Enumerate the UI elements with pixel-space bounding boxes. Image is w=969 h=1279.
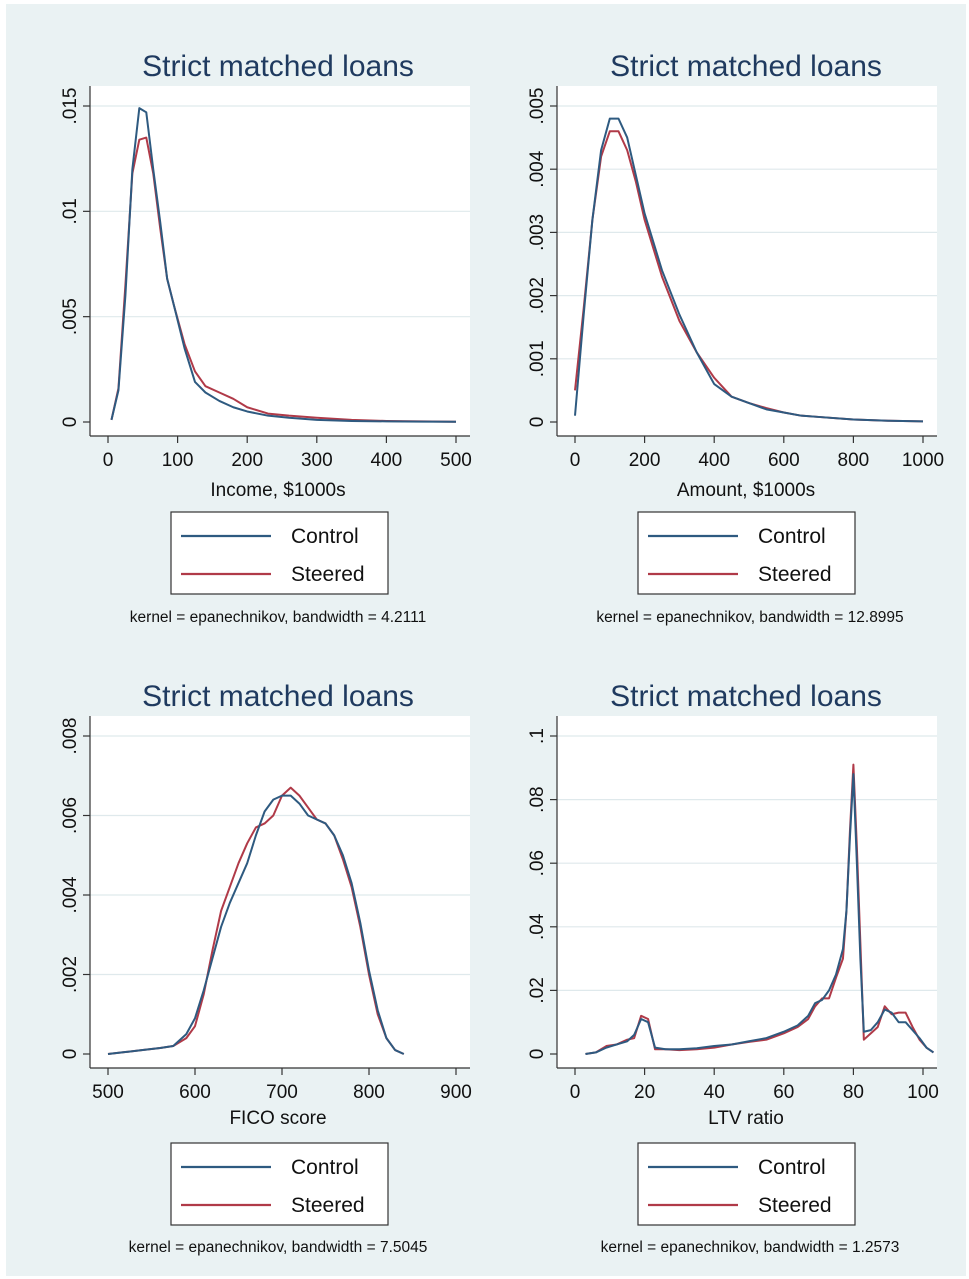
x-tick-label: 1000 <box>902 450 944 471</box>
legend-label-steered: Steered <box>291 1194 365 1217</box>
y-tick-label: 0 <box>527 1049 548 1060</box>
legend: Control Steered <box>170 1142 389 1226</box>
y-tick-label: .001 <box>527 340 548 377</box>
x-tick-label: 400 <box>371 450 403 471</box>
x-tick-label: 100 <box>162 450 194 471</box>
x-tick-label: 40 <box>704 1082 725 1103</box>
x-tick-label: 100 <box>907 1082 939 1103</box>
chart-panel-3: 0 .002 .004 .006 .008 500 600 700 800 900 Strict m… <box>60 680 472 1256</box>
kernel-note: kernel = epanechnikov, bandwidth = 1.257… <box>601 1239 900 1256</box>
x-axis-label: LTV ratio <box>708 1108 784 1129</box>
plot-area <box>90 86 470 436</box>
y-tick-label: .003 <box>527 214 548 251</box>
y-tick-label: .002 <box>527 277 548 314</box>
legend-label-steered: Steered <box>291 563 365 586</box>
legend-label-control: Control <box>291 1156 359 1179</box>
y-tick-label: .1 <box>527 728 548 744</box>
y-tick-label: .002 <box>60 956 81 993</box>
y-tick-label: 0 <box>60 1049 81 1060</box>
chart-title: Strict matched loans <box>142 50 414 83</box>
x-tick-label: 80 <box>843 1082 864 1103</box>
y-tick-label: 0 <box>527 417 548 428</box>
x-axis-label: Amount, $1000s <box>677 480 815 501</box>
y-tick-label: .008 <box>60 718 81 755</box>
x-tick-label: 600 <box>179 1082 211 1103</box>
x-tick-label: 500 <box>92 1082 124 1103</box>
legend-label-control: Control <box>758 525 826 548</box>
series-line-control <box>585 773 935 1055</box>
x-axis-label: Income, $1000s <box>210 480 345 501</box>
y-tick-label: .005 <box>60 298 81 335</box>
legend-label-control: Control <box>291 525 359 548</box>
x-tick-label: 0 <box>570 1082 581 1103</box>
y-tick-label: 0 <box>60 417 81 428</box>
x-tick-label: 300 <box>301 450 333 471</box>
chart-panel-4: 0 .02 .04 .06 .08 .1 0 20 40 60 80 100 Strict matche… <box>527 680 939 1256</box>
x-tick-label: 500 <box>440 450 472 471</box>
series-line-control <box>110 107 457 423</box>
legend-label-steered: Steered <box>758 563 832 586</box>
x-tick-label: 200 <box>231 450 263 471</box>
x-tick-label: 0 <box>570 450 581 471</box>
chart-panel-1: 0 .005 .01 .015 0 100 200 300 400 500 Strict match… <box>60 50 472 626</box>
y-tick-label: .02 <box>527 977 548 1003</box>
x-axis-label: FICO score <box>229 1108 326 1129</box>
kernel-note: kernel = epanechnikov, bandwidth = 7.504… <box>129 1239 428 1256</box>
legend: Control Steered <box>637 1142 856 1226</box>
x-tick-label: 0 <box>103 450 114 471</box>
x-tick-label: 600 <box>768 450 800 471</box>
y-tick-label: .01 <box>60 198 81 224</box>
plot-area <box>557 716 937 1068</box>
legend-box <box>170 511 389 595</box>
y-tick-label: .004 <box>60 876 81 913</box>
x-tick-label: 800 <box>353 1082 385 1103</box>
x-tick-label: 20 <box>634 1082 655 1103</box>
legend-label-control: Control <box>758 1156 826 1179</box>
plot-area <box>90 716 470 1068</box>
y-tick-label: .004 <box>527 150 548 187</box>
kernel-note: kernel = epanechnikov, bandwidth = 12.89… <box>596 609 903 626</box>
x-tick-label: 200 <box>629 450 661 471</box>
chart-title: Strict matched loans <box>610 50 882 83</box>
x-tick-label: 60 <box>773 1082 794 1103</box>
legend-label-steered: Steered <box>758 1194 832 1217</box>
legend-box <box>637 1142 856 1226</box>
legend-box <box>637 511 856 595</box>
series-line-steered <box>110 136 457 423</box>
legend: Control Steered <box>637 511 856 595</box>
chart-panel-2: 0 .001 .002 .003 .004 .005 0 200 400 600 800 1000 St… <box>527 50 944 626</box>
series-line-control <box>107 794 405 1055</box>
x-tick-label: 900 <box>440 1082 472 1103</box>
y-tick-label: .006 <box>60 797 81 834</box>
series-line-control <box>574 117 924 423</box>
legend-box <box>170 1142 389 1226</box>
chart-title: Strict matched loans <box>142 680 414 713</box>
plot-area <box>557 86 937 436</box>
y-tick-label: .08 <box>527 786 548 812</box>
chart-title: Strict matched loans <box>610 680 882 713</box>
kernel-note: kernel = epanechnikov, bandwidth = 4.211… <box>130 609 426 626</box>
x-tick-label: 800 <box>838 450 870 471</box>
y-tick-label: .04 <box>527 913 548 940</box>
y-tick-label: .015 <box>60 88 81 125</box>
legend: Control Steered <box>170 511 389 595</box>
y-tick-label: .06 <box>527 850 548 876</box>
x-tick-label: 400 <box>698 450 730 471</box>
y-tick-label: .005 <box>527 88 548 125</box>
x-tick-label: 700 <box>266 1082 298 1103</box>
